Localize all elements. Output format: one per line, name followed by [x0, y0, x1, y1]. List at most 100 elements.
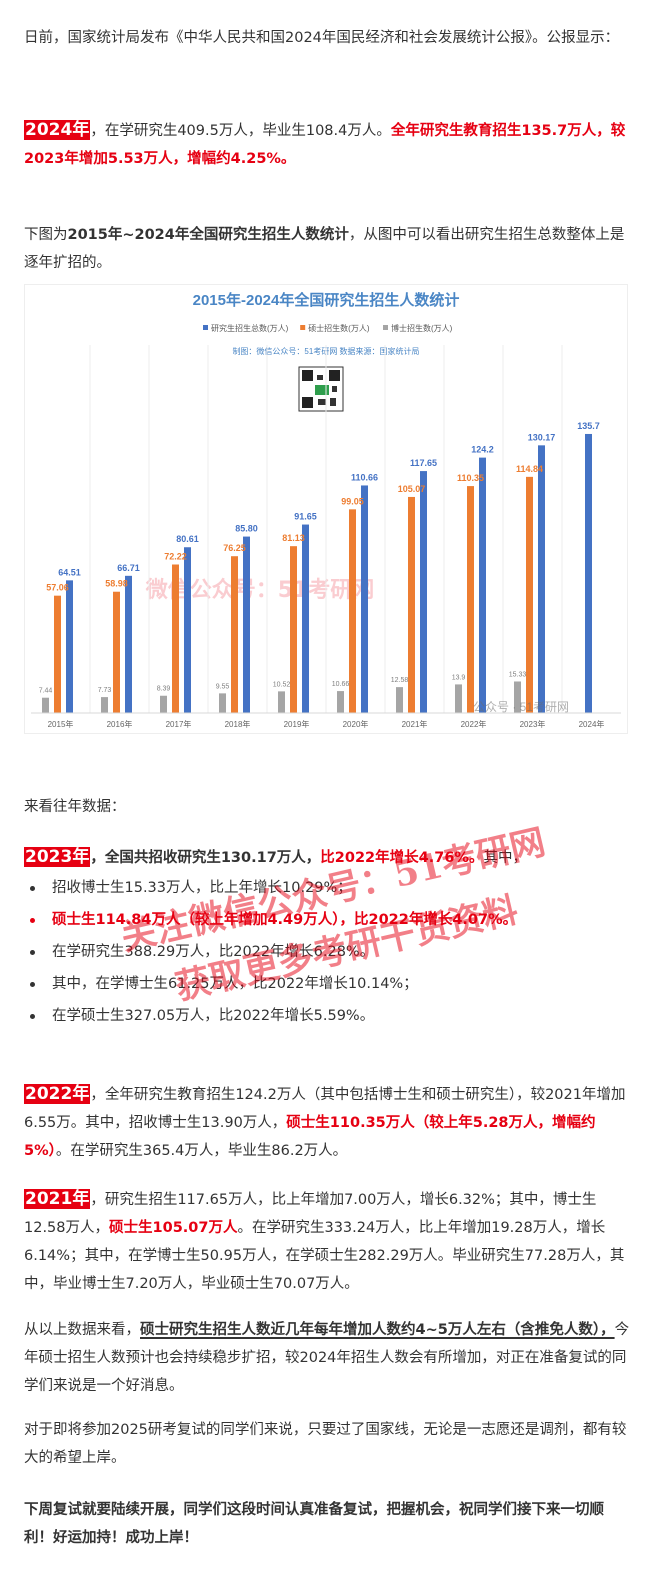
bar-total	[302, 524, 309, 713]
data-label-doctor: 7.73	[98, 687, 112, 694]
x-tick-label: 2021年	[402, 719, 428, 729]
data-label-master: 81.13	[282, 533, 305, 543]
data-label-doctor: 15.33	[509, 671, 527, 678]
bar-master	[349, 509, 356, 713]
bar-master	[526, 476, 533, 713]
chart-intro-pre: 下图为	[24, 227, 68, 243]
summary-pre: 从以上数据来看，	[24, 1322, 140, 1338]
data-label-doctor: 7.44	[39, 688, 53, 695]
data-label-master: 72.22	[164, 551, 187, 561]
closing-paragraph: 下周复试就要陆续开展，同学们这段时间认真准备复试，把握机会，祝同学们接下来一切顺…	[24, 1502, 604, 1546]
chart-grid	[89, 345, 563, 713]
intro-paragraph: 日前，国家统计局发布《中华人民共和国2024年国民经济和社会发展统计公报》。公报…	[24, 30, 620, 46]
chart-svg: 2015年-2024年全国研究生招生人数统计 研究生招生总数(万人) 硕士招生数(…	[31, 291, 621, 729]
legend-swatch	[383, 325, 388, 330]
data-label-total: 130.17	[528, 432, 556, 442]
chart-intro-bold: 2015年~2024年全国研究生招生人数统计	[67, 227, 349, 243]
bar-doctor	[396, 687, 403, 713]
legend-label: 博士招生数(万人)	[391, 323, 453, 333]
x-tick-label: 2016年	[107, 719, 133, 729]
x-tick-label: 2020年	[343, 719, 369, 729]
x-tick-label: 2015年	[48, 719, 74, 729]
highlight-2022: 硕士生110.35万人（较上年5.28万人，增幅约5%）	[24, 1115, 596, 1159]
bar-master	[231, 556, 238, 713]
chart-legend: 研究生招生总数(万人) 硕士招生数(万人) 博士招生数(万人)	[203, 323, 453, 333]
legend-swatch	[203, 325, 208, 330]
advice-paragraph: 对于即将参加2025研考复试的同学们来说，只要过了国家线，无论是一志愿还是调剂，…	[24, 1422, 627, 1466]
legend-label: 硕士招生数(万人)	[308, 323, 370, 333]
bar-doctor	[455, 684, 462, 713]
highlight-2023: 比2022年增长4.76%。	[320, 850, 484, 866]
bar-doctor	[514, 681, 521, 713]
list-item: 其中，在学博士生61.25万人，比2022年增长10.14%；	[24, 968, 632, 1000]
chart-title: 2015年-2024年全国研究生招生人数统计	[193, 291, 460, 309]
chart-intro-paragraph: 下图为2015年~2024年全国研究生招生人数统计，从图中可以看出研究生招生总数…	[24, 221, 632, 277]
bar-doctor	[160, 695, 167, 713]
text-2021-b: 。在学研究生333.24万人，比上年增加19.28万人，增长6.14%；其中，在…	[24, 1220, 625, 1292]
data-label-master: 110.35	[457, 473, 484, 483]
data-label-master: 57.06	[46, 583, 69, 593]
data-label-total: 66.71	[117, 563, 140, 573]
bar-total	[66, 580, 73, 713]
bar-master	[290, 546, 297, 713]
paragraph-2022: 2022年，全年研究生教育招生124.2万人（其中包括博士生和硕士研究生），较2…	[24, 1080, 632, 1165]
list-item: 硕士生114.84万人（较上年增加4.49万人），比2022年增长4.07%。	[24, 904, 632, 936]
bar-total	[420, 471, 427, 713]
data-label-total: 64.51	[58, 567, 81, 577]
text-2022-b: 。在学研究生365.4万人，毕业生86.2万人。	[55, 1143, 348, 1159]
data-label-master: 76.25	[223, 543, 246, 553]
legend-swatch	[300, 325, 306, 330]
chart-watermark-center: 微信公众号：51考研网	[145, 577, 375, 603]
year-tag-2023: 2023年	[24, 847, 91, 867]
data-label-doctor: 9.55	[216, 683, 230, 690]
data-label-doctor: 13.9	[452, 674, 466, 681]
bar-master	[113, 591, 120, 713]
x-tick-label: 2023年	[520, 719, 546, 729]
year-tag-2024: 2024年	[24, 120, 91, 140]
x-tick-label: 2018年	[225, 719, 251, 729]
bar-doctor	[42, 697, 49, 713]
past-data-intro: 来看往年数据：	[24, 799, 126, 815]
data-label-master: 58.98	[105, 579, 128, 589]
bar-doctor	[337, 691, 344, 713]
bar-total	[243, 536, 250, 713]
bar-master	[172, 564, 179, 713]
legend-label: 研究生招生总数(万人)	[211, 323, 289, 333]
data-label-total: 91.65	[294, 512, 317, 522]
bar-master	[54, 595, 61, 713]
bar-master	[467, 486, 474, 713]
qr-code-image	[298, 366, 344, 412]
data-label-master: 99.05	[341, 496, 364, 506]
bar-total	[538, 445, 545, 713]
data-label-master: 105.07	[398, 484, 426, 494]
bar-total	[585, 433, 592, 713]
paragraph-2023: 2023年，全国共招收研究生130.17万人，比2022年增长4.76%。其中，	[24, 843, 632, 872]
summary-paragraph: 从以上数据来看，硕士研究生招生人数近几年每年增加人数约4~5万人左右（含推免人数…	[24, 1316, 632, 1400]
tail-2023: 其中，	[483, 850, 527, 866]
x-tick-label: 2022年	[461, 719, 487, 729]
bar-total	[479, 457, 486, 713]
data-label-total: 80.61	[176, 534, 199, 544]
data-label-total: 135.7	[577, 421, 600, 431]
chart-watermark-corner: 公众号 · 51考研网	[473, 700, 569, 714]
chart-value-labels: 7.44 7.73 8.39 9.55 10.52 10.66 12.58 13.9 15.33…	[39, 421, 600, 695]
list-2023: 招收博士生15.33万人，比上年增长10.29%； 硕士生114.84万人（较上…	[24, 872, 632, 1032]
x-tick-label: 2017年	[166, 719, 192, 729]
summary-post: 今年硕士招生人数预计也会持续稳步扩招，较2024年招生人数会有所增加，对正在准备…	[24, 1322, 630, 1394]
data-label-total: 85.80	[235, 524, 258, 534]
data-label-doctor: 10.52	[273, 681, 291, 688]
chart-intro-post: ，从图中可以看出研究生招生总数整体上是逐年扩招的。	[24, 227, 625, 271]
chart-bars	[42, 433, 592, 713]
x-tick-label: 2024年	[579, 719, 605, 729]
year-tag-2021: 2021年	[24, 1189, 91, 1209]
bar-total	[361, 485, 368, 713]
data-label-total: 124.2	[471, 445, 494, 455]
year-tag-2022: 2022年	[24, 1084, 91, 1104]
bar-doctor	[278, 691, 285, 713]
bold-2023: ，全国共招收研究生130.17万人，	[90, 850, 321, 866]
bar-total	[184, 547, 191, 713]
highlight-2024: 全年研究生教育招生135.7万人，较2023年增加5.53万人，增幅约4.25%…	[24, 123, 626, 167]
paragraph-2024: 2024年，在学研究生409.5万人，毕业生108.4万人。全年研究生教育招生1…	[24, 116, 632, 173]
highlight-2021: 硕士生105.07万人	[109, 1220, 238, 1236]
